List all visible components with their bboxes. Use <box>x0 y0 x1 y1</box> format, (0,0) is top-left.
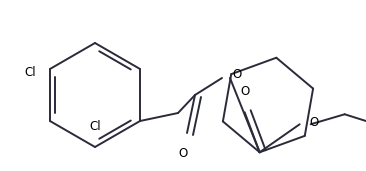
Text: O: O <box>310 116 319 129</box>
Text: O: O <box>232 68 241 81</box>
Text: O: O <box>240 85 249 98</box>
Text: Cl: Cl <box>89 120 101 133</box>
Text: Cl: Cl <box>25 67 36 80</box>
Text: O: O <box>178 147 188 160</box>
